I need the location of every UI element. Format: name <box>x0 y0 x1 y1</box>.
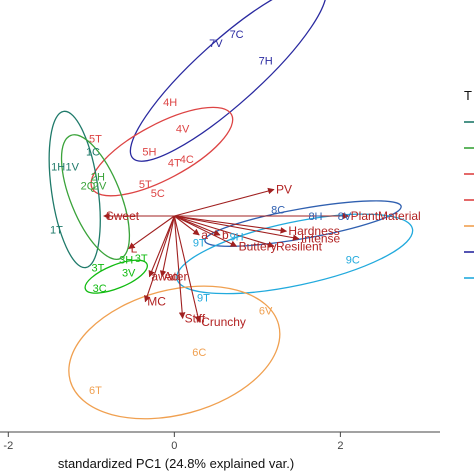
sample-label: 7H <box>259 55 273 67</box>
vector-label: Crunchy <box>201 315 246 329</box>
vector-arrow <box>174 215 221 236</box>
vector-arrow <box>159 215 175 278</box>
vector-label: L <box>131 242 138 256</box>
sample-label: 3V <box>122 268 136 280</box>
sample-label: 7V <box>209 38 223 50</box>
sample-label: 9H <box>230 231 244 243</box>
legend: T <box>464 88 474 279</box>
sample-label: 8H <box>308 211 322 223</box>
sample-label: 1T <box>50 224 63 236</box>
vector-label: b <box>222 228 229 242</box>
vector-arrow <box>174 215 275 248</box>
group-ellipse-g7 <box>204 200 402 247</box>
sample-label: 2H <box>91 171 105 183</box>
sample-label: 5T <box>139 179 152 191</box>
vector-arrow <box>174 187 275 217</box>
vector-arrow <box>144 215 175 303</box>
sample-label: 6C <box>192 347 206 359</box>
x-axis-label: standardized PC1 (24.8% explained var.) <box>58 456 294 471</box>
sample-label: 7C <box>230 29 244 41</box>
vector-arrow <box>148 215 175 278</box>
sample-label: 4V <box>176 124 190 136</box>
loading-vectors: PV PlantMaterial HardnessIntenseResilientB… <box>103 182 421 329</box>
sample-label: 6T <box>89 385 102 397</box>
sample-label: 9C <box>346 255 360 267</box>
vector-label: Buttery <box>239 239 277 253</box>
sample-label: 8V <box>338 211 352 223</box>
vector-label: MC <box>147 295 166 309</box>
x-axis: -2 0 2 standardized PC1 (24.8% explained va… <box>0 431 440 471</box>
vector-label: Sweet <box>106 209 140 223</box>
sample-label: 6V <box>259 306 273 318</box>
vector-arrow <box>128 215 175 250</box>
sample-label: 1C <box>86 146 100 158</box>
group-ellipse-g4 <box>90 106 234 197</box>
x-tick-label: -2 <box>3 440 13 452</box>
vector-label: Hardness <box>288 224 339 238</box>
sample-label: 3T <box>92 262 105 274</box>
group-ellipse-g1 <box>48 110 101 269</box>
sample-label: 9T <box>197 293 210 305</box>
vector-arrow <box>174 215 300 241</box>
sample-label: 5H <box>142 146 156 158</box>
sample-label: 5C <box>151 188 165 200</box>
group-ellipse-g3 <box>84 259 148 294</box>
vector-arrow <box>174 215 238 247</box>
sample-label: 4T <box>168 158 181 170</box>
vector-arrow <box>173 215 186 319</box>
legend-title: T <box>464 88 472 103</box>
vector-arrow <box>174 215 288 234</box>
x-tick-label: 0 <box>171 440 177 452</box>
group-ellipse-g2 <box>60 134 131 260</box>
group-ellipse-g6 <box>129 0 327 162</box>
vector-arrow <box>174 215 200 236</box>
sample-label: 1H <box>51 162 65 174</box>
vector-label: Ac <box>164 270 178 284</box>
sample-label: 4C <box>180 154 194 166</box>
sample-label: 3T <box>135 253 148 265</box>
vector-label: PV <box>276 182 292 196</box>
vector-label: Intense <box>301 232 341 246</box>
vector-label: PlantMaterial <box>351 209 421 223</box>
group-ellipse-g5 <box>68 285 281 420</box>
vector-label: a <box>201 228 208 242</box>
x-tick-label: 2 <box>337 440 343 452</box>
sample-label: 3C <box>93 283 107 295</box>
sample-label: 1V <box>65 162 79 174</box>
sample-label: 4H <box>163 97 177 109</box>
sample-label: 5T <box>89 133 102 145</box>
vector-arrow <box>173 215 202 323</box>
sample-label: 3H <box>119 255 133 267</box>
sample-label: 2Q <box>81 180 96 192</box>
sample-label: 8C <box>271 205 285 217</box>
sample-label: 9T <box>193 237 206 249</box>
confidence-ellipses <box>48 0 414 420</box>
vector-label: Resilient <box>276 239 323 253</box>
sample-label: 2V <box>93 180 107 192</box>
group-ellipse-g8 <box>176 213 414 295</box>
